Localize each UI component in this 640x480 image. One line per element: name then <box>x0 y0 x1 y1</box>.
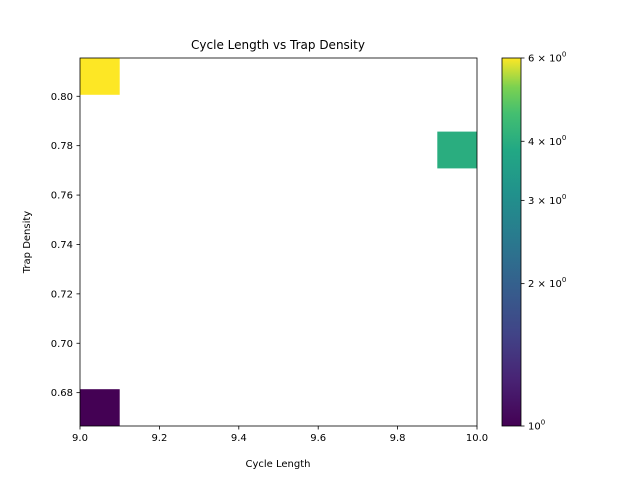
y-axis-label: Trap Density <box>22 211 33 275</box>
x-tick-label: 9.2 <box>151 433 167 444</box>
y-tick-label: 0.68 <box>51 388 73 399</box>
colorbar-tick-label: 100 <box>528 419 545 433</box>
x-axis-ticks: 9.0 9.2 9.4 9.6 9.8 10.0 <box>72 426 488 444</box>
heatmap-cells <box>80 58 477 426</box>
y-tick-label: 0.80 <box>51 92 73 103</box>
heatmap-cell-1 <box>80 389 120 426</box>
x-tick-label: 10.0 <box>466 433 488 444</box>
x-tick-label: 9.8 <box>390 433 406 444</box>
plot-frame <box>79 57 478 427</box>
x-axis-label: Cycle Length <box>246 459 311 470</box>
x-tick-label: 9.0 <box>72 433 88 444</box>
y-tick-label: 0.70 <box>51 339 73 350</box>
x-tick-label: 9.6 <box>310 433 326 444</box>
colorbar-ticks: 100 2 × 100 3 × 100 4 × 100 6 × 100 <box>521 51 566 433</box>
y-axis-ticks: 0.68 0.70 0.72 0.74 0.76 0.78 0.80 <box>51 92 80 399</box>
heatmap-cell-3 <box>80 58 120 95</box>
y-tick-label: 0.78 <box>51 141 73 152</box>
colorbar <box>501 57 522 427</box>
x-tick-label: 9.4 <box>231 433 247 444</box>
colorbar-tick-label: 2 × 100 <box>528 276 566 290</box>
colorbar-tick-label: 4 × 100 <box>528 134 566 148</box>
colorbar-tick-label: 6 × 100 <box>528 51 566 65</box>
heatmap-cell-2 <box>437 131 477 169</box>
chart-title: Cycle Length vs Trap Density <box>191 38 365 52</box>
y-tick-label: 0.72 <box>51 289 73 300</box>
colorbar-tick-label: 3 × 100 <box>528 193 566 207</box>
y-tick-label: 0.76 <box>51 191 73 202</box>
y-tick-label: 0.74 <box>51 240 73 251</box>
